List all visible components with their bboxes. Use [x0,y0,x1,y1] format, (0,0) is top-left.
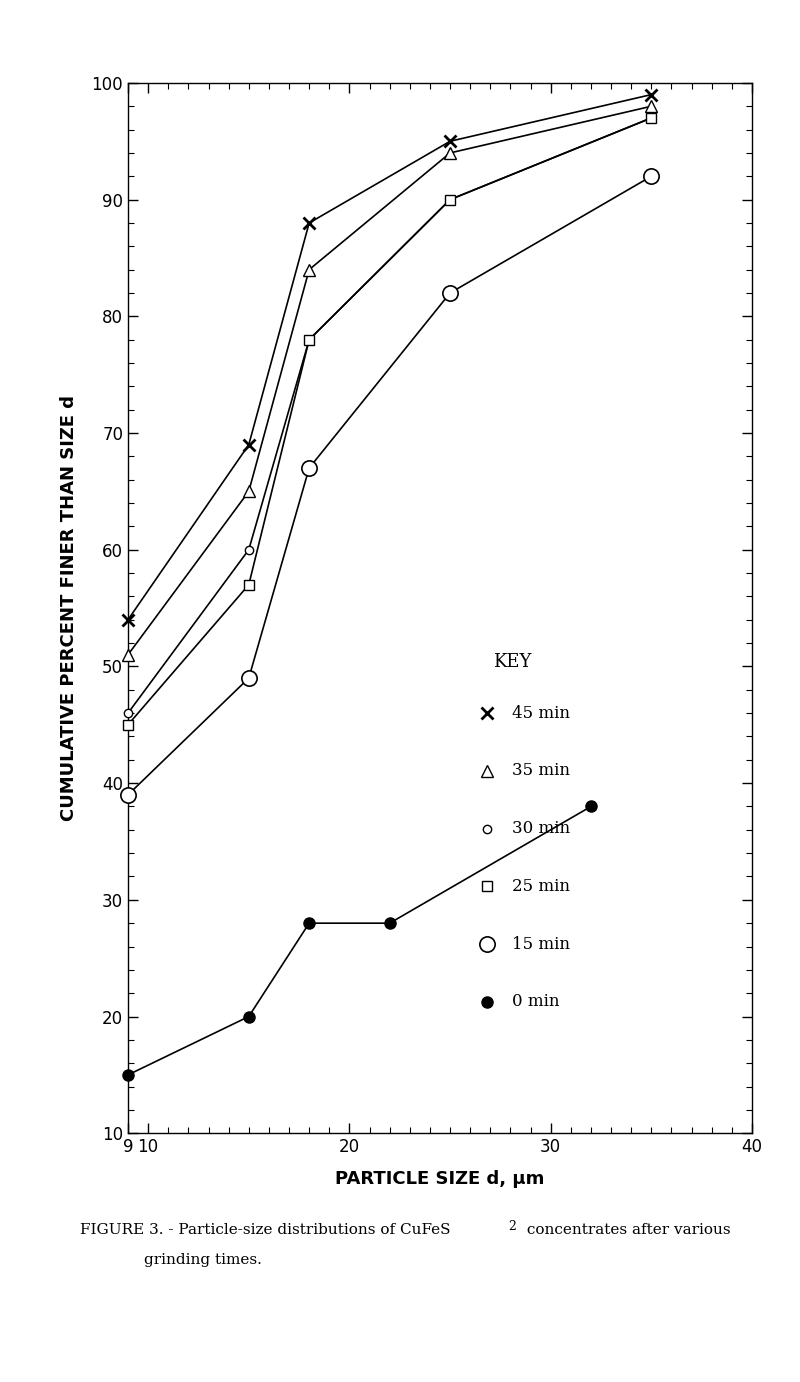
Text: 0 min: 0 min [512,994,559,1010]
X-axis label: PARTICLE SIZE d, μm: PARTICLE SIZE d, μm [335,1171,545,1189]
Text: 35 min: 35 min [512,763,570,779]
Y-axis label: CUMULATIVE PERCENT FINER THAN SIZE d: CUMULATIVE PERCENT FINER THAN SIZE d [60,395,78,821]
Text: 15 min: 15 min [512,936,570,952]
Text: 25 min: 25 min [512,878,570,896]
Text: 2: 2 [508,1220,516,1233]
Text: 45 min: 45 min [512,705,570,721]
Text: concentrates after various: concentrates after various [522,1223,731,1237]
Text: 30 min: 30 min [512,820,570,837]
Text: KEY: KEY [493,654,531,672]
Text: FIGURE 3. - Particle-size distributions of CuFeS: FIGURE 3. - Particle-size distributions … [80,1223,450,1237]
Text: grinding times.: grinding times. [144,1253,262,1267]
